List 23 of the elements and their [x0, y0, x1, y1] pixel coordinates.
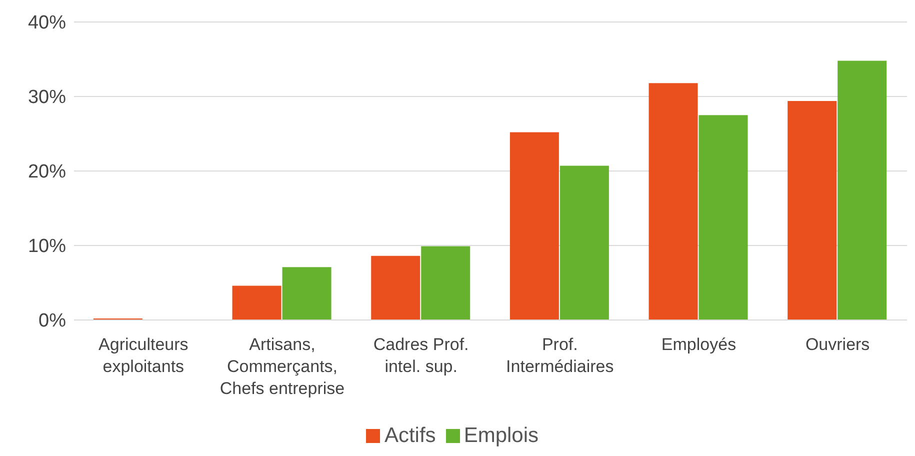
x-tick-label: Employés: [661, 335, 736, 354]
y-tick-label: 30%: [28, 87, 66, 108]
bar: [510, 132, 559, 320]
legend-label: Emplois: [464, 424, 539, 447]
bar: [560, 166, 609, 320]
y-tick-label: 0%: [38, 310, 66, 332]
x-tick-label: Artisans, Commerçants, Chefs entreprise: [220, 335, 345, 398]
bar: [421, 246, 470, 320]
bar: [648, 83, 698, 320]
y-tick-label: 40%: [28, 12, 66, 34]
bar: [788, 100, 837, 320]
x-tick-label: Agriculteurs exploitants: [98, 335, 188, 376]
bar: [698, 115, 748, 320]
bar: [371, 256, 420, 320]
x-tick-label: Ouvriers: [805, 335, 870, 354]
bar: [282, 267, 332, 320]
bar: [232, 286, 282, 320]
legend-label: Actifs: [384, 424, 436, 447]
bar: [838, 60, 887, 320]
y-tick-label: 20%: [28, 162, 66, 183]
x-tick-label: Cadres Prof. intel. sup.: [373, 335, 469, 376]
x-tick-label: Prof. Intermédiaires: [506, 335, 614, 376]
y-tick-label: 10%: [28, 236, 66, 258]
